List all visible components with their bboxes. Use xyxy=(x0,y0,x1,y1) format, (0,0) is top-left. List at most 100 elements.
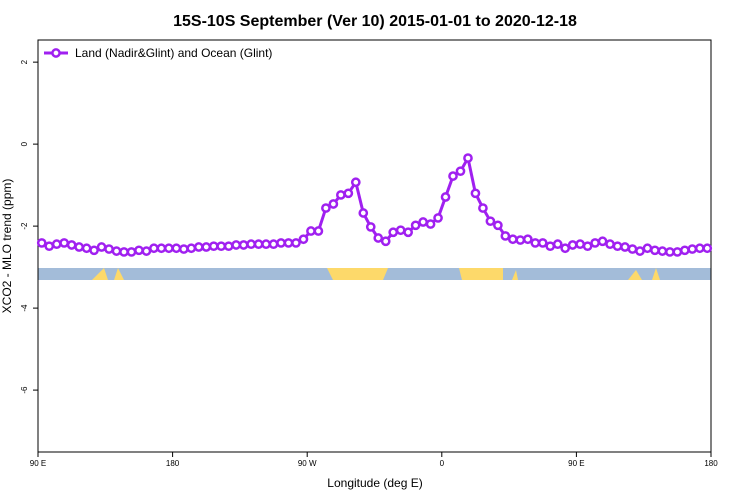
land-band xyxy=(459,268,503,280)
data-point xyxy=(164,243,174,254)
data-point xyxy=(425,219,436,229)
data-point xyxy=(74,242,84,252)
data-point xyxy=(89,245,99,256)
data-point xyxy=(59,238,70,248)
data-point xyxy=(328,199,339,209)
y-tick-label: -2 xyxy=(20,222,29,230)
data-point xyxy=(470,188,481,199)
data-point xyxy=(141,246,152,256)
data-point xyxy=(223,241,234,252)
data-point xyxy=(552,239,563,250)
data-point xyxy=(635,246,645,256)
data-point xyxy=(238,240,249,250)
land-band xyxy=(327,268,388,280)
data-point xyxy=(687,244,698,254)
data-point xyxy=(522,234,533,245)
data-point xyxy=(642,243,653,254)
x-tick-label: 90 E xyxy=(30,459,46,468)
x-tick-label: 0 xyxy=(440,459,445,468)
data-point xyxy=(306,226,316,236)
data-point xyxy=(208,241,219,252)
data-point xyxy=(291,238,301,248)
data-point xyxy=(597,236,608,247)
data-point xyxy=(171,243,182,254)
data-point xyxy=(395,225,406,236)
x-tick-label: 90 E xyxy=(568,459,584,468)
data-point xyxy=(388,227,399,238)
data-point xyxy=(268,239,279,250)
land-band xyxy=(92,268,108,280)
data-point xyxy=(507,234,518,245)
data-point xyxy=(560,243,571,254)
data-point xyxy=(231,240,242,250)
data-point xyxy=(246,239,256,250)
data-point xyxy=(96,242,107,252)
data-point xyxy=(313,226,324,236)
data-point xyxy=(463,153,473,163)
land-band xyxy=(628,270,642,280)
data-point xyxy=(350,177,361,188)
data-point xyxy=(261,239,271,250)
data-point xyxy=(620,242,630,252)
data-point xyxy=(298,234,309,245)
data-point xyxy=(111,246,122,256)
data-point xyxy=(537,238,548,248)
x-tick-label: 180 xyxy=(704,459,718,468)
data-point xyxy=(358,208,369,218)
data-point xyxy=(433,213,443,223)
data-point xyxy=(530,238,541,248)
data-point xyxy=(702,243,713,254)
y-tick-label: -6 xyxy=(20,386,29,394)
data-point xyxy=(679,245,690,256)
data-point xyxy=(478,203,488,213)
data-point xyxy=(672,247,683,257)
y-tick-label: 2 xyxy=(20,59,29,64)
data-point xyxy=(515,235,526,245)
x-axis-title: Longitude (deg E) xyxy=(327,476,422,490)
data-point xyxy=(650,245,660,256)
data-point xyxy=(283,238,294,248)
data-point xyxy=(81,243,92,254)
data-point xyxy=(694,243,705,254)
data-point xyxy=(612,241,623,252)
data-point xyxy=(343,188,354,199)
data-point xyxy=(665,247,675,257)
data-point xyxy=(575,239,585,250)
data-point xyxy=(126,247,137,257)
data-point xyxy=(149,243,159,254)
data-point xyxy=(485,216,496,227)
data-point xyxy=(178,244,189,254)
data-point xyxy=(216,241,227,252)
data-point xyxy=(104,244,114,254)
data-point xyxy=(567,240,578,250)
legend-label: Land (Nadir&Glint) and Ocean (Glint) xyxy=(75,46,272,60)
y-tick-label: 0 xyxy=(20,141,29,146)
data-point xyxy=(193,242,204,252)
data-point xyxy=(51,239,62,250)
data-point xyxy=(66,240,77,250)
data-point xyxy=(455,166,466,177)
chart-title: 15S-10S September (Ver 10) 2015-01-01 to… xyxy=(173,13,577,30)
data-point xyxy=(590,238,600,248)
land-band xyxy=(512,270,518,280)
data-point xyxy=(276,238,286,248)
data-point xyxy=(403,227,413,238)
data-point xyxy=(186,243,197,254)
data-point xyxy=(119,247,129,257)
data-point xyxy=(410,220,421,231)
data-point xyxy=(36,238,47,248)
legend-marker xyxy=(51,48,61,58)
data-point xyxy=(440,192,451,202)
data-point xyxy=(44,241,55,252)
data-point xyxy=(336,190,346,200)
data-point xyxy=(448,171,458,181)
data-point xyxy=(545,241,556,252)
data-point xyxy=(657,246,668,256)
data-point xyxy=(627,244,638,254)
data-point xyxy=(156,243,167,254)
land-band xyxy=(652,268,660,280)
data-point xyxy=(253,239,264,250)
data-point xyxy=(582,241,593,252)
data-point xyxy=(134,245,144,256)
